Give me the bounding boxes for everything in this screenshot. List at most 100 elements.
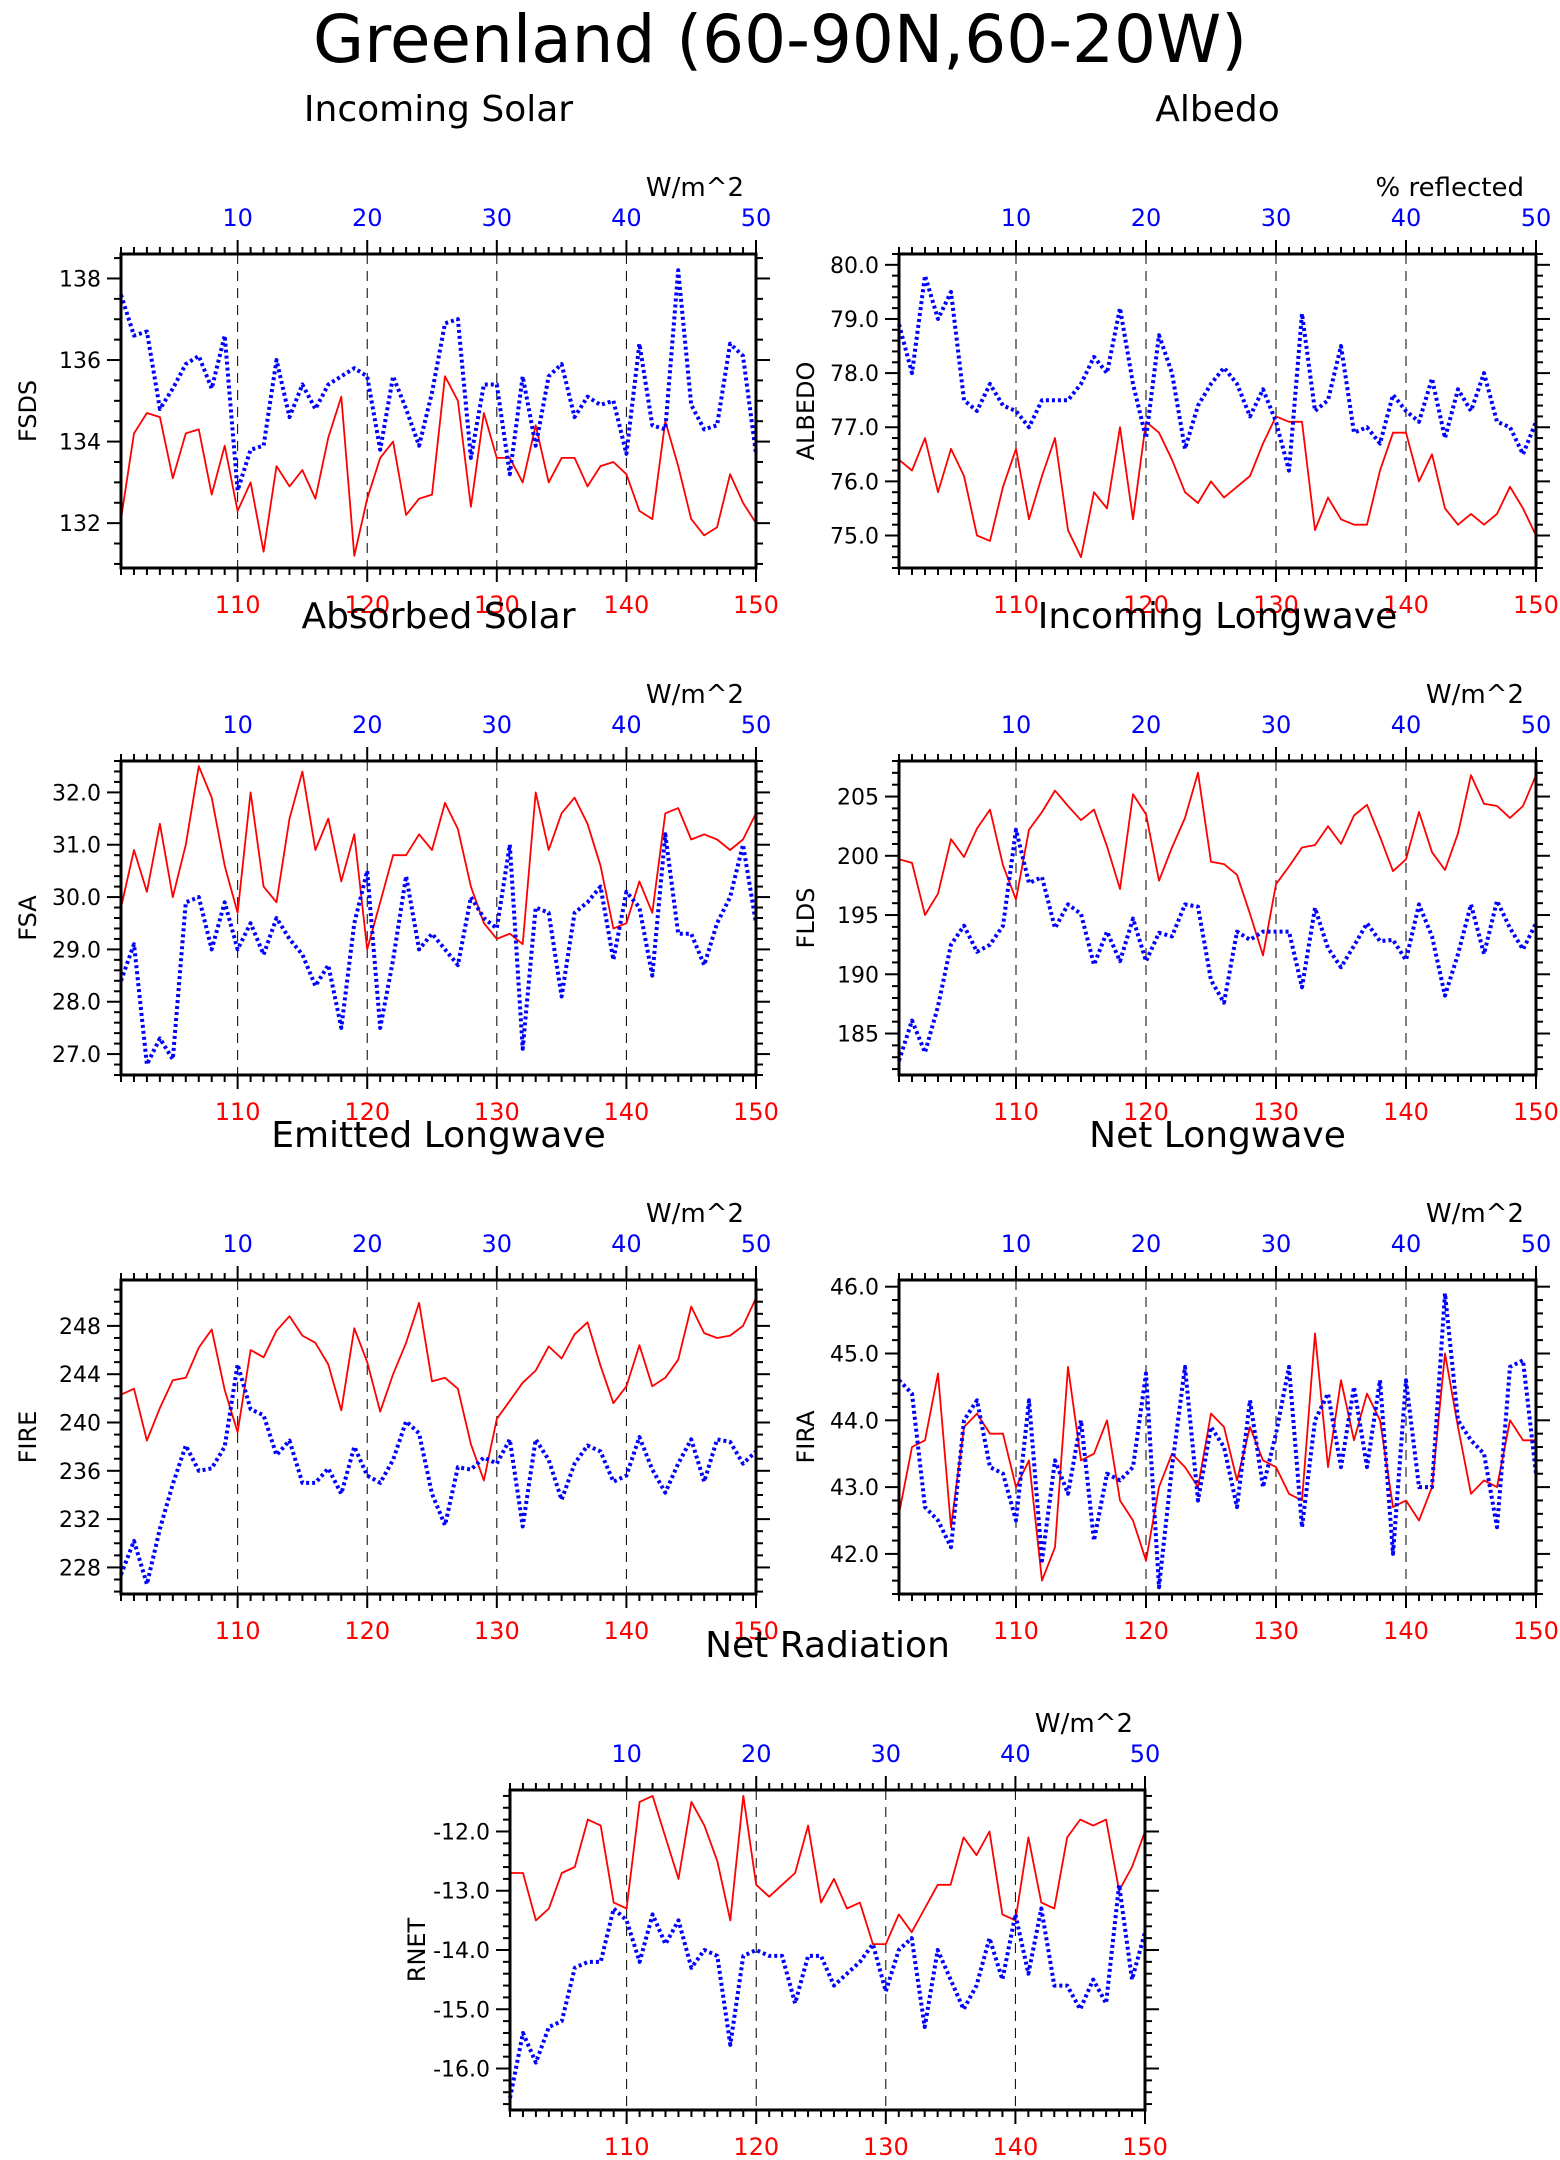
x-tick-label-bottom: 150 [733,1617,779,1645]
x-tick-label-top: 50 [741,204,772,232]
y-tick-label: 78.0 [830,362,879,387]
y-tick-label: 195 [837,904,879,929]
x-tick-label-top: 30 [482,711,513,739]
chart-panel-1: Incoming Solar W/m^2 FSDS 110 120 130 140 150 10… [14,89,779,619]
y-tick-label: 240 [59,1412,101,1437]
series-line-blue [119,832,758,1067]
x-tick-label-bottom: 120 [344,1617,390,1645]
x-tick-label-bottom: 140 [1383,591,1429,619]
x-tick-label-top: 10 [222,1230,253,1258]
x-tick-label-bottom: 130 [474,1617,520,1645]
y-axis-label: FSA [14,895,42,941]
x-tick-label-bottom: 140 [604,1617,650,1645]
y-tick-label: 45.0 [830,1342,879,1367]
x-tick-label-top: 30 [1261,711,1292,739]
x-tick-label-bottom: 110 [215,1098,261,1126]
y-tick-label: 244 [59,1363,101,1388]
x-tick-label-top: 50 [1521,1230,1552,1258]
series-line-red [898,415,1537,559]
y-tick-label: 232 [59,1508,101,1533]
units-label: W/m^2 [1426,680,1524,710]
y-tick-label: 205 [837,786,879,811]
x-tick-label-top: 30 [482,1230,513,1258]
x-tick-label-bottom: 140 [1383,1098,1429,1126]
x-tick-label-top: 40 [1000,1740,1031,1768]
chart-title: Incoming Longwave [1038,596,1398,637]
y-tick-label: 200 [837,845,879,870]
y-tick-label: 190 [837,963,879,988]
chart-panel-5: Emitted Longwave W/m^2 FIRE 110 120 130 140 150… [14,1115,779,1645]
y-tick-label: 248 [59,1315,101,1340]
units-label: W/m^2 [1035,1709,1133,1739]
chart-title: Emitted Longwave [271,1115,606,1156]
y-axis-label: ALBEDO [792,362,820,461]
series-line-blue [897,273,1538,473]
y-tick-label: 46.0 [830,1276,879,1301]
plot-frame [119,1278,758,1596]
x-tick-label-top: 50 [1521,711,1552,739]
plot-frame [119,252,758,570]
x-tick-label-top: 20 [352,1230,383,1258]
x-tick-label-top: 40 [611,1230,642,1258]
x-tick-label-top: 20 [1131,711,1162,739]
x-tick-label-top: 40 [1391,1230,1422,1258]
y-tick-label: 134 [59,431,101,456]
y-tick-label: 42.0 [830,1543,879,1568]
y-tick-label: 80.0 [830,254,879,279]
x-tick-label-top: 50 [1521,204,1552,232]
x-tick-label-bottom: 110 [993,1098,1039,1126]
series-line-blue [119,1362,758,1587]
chart-title: Incoming Solar [304,89,573,130]
units-label: % reflected [1376,173,1524,203]
x-tick-label-top: 10 [1001,1230,1032,1258]
chart-panel-7: Net Radiation W/m^2 RNET 110 120 130 140 150 10 2… [403,1625,1168,2160]
series-line-blue [897,827,1538,1062]
y-tick-label: 29.0 [52,938,101,963]
x-tick-label-top: 10 [1001,711,1032,739]
series-line-blue [508,1882,1147,2099]
chart-panel-3: Absorbed Solar W/m^2 FSA 110 120 130 140 150 10 2… [14,596,779,1126]
x-tick-label-top: 40 [611,711,642,739]
series-line-red [898,771,1537,957]
x-tick-label-top: 20 [1131,204,1162,232]
x-tick-label-bottom: 120 [733,2133,779,2160]
x-tick-label-bottom: 120 [344,1098,390,1126]
x-tick-label-bottom: 150 [1122,2133,1168,2160]
x-tick-label-bottom: 110 [993,591,1039,619]
y-tick-label: -16.0 [433,2058,490,2083]
x-tick-label-bottom: 140 [604,1098,650,1126]
units-label: W/m^2 [1426,1199,1524,1229]
y-axis-label: FIRA [792,1410,820,1464]
x-tick-label-bottom: 150 [1513,1098,1559,1126]
x-tick-label-bottom: 130 [1253,1098,1299,1126]
series-line-red [120,1297,757,1482]
y-axis-label: FSDS [14,380,42,442]
x-tick-label-bottom: 120 [1123,1098,1169,1126]
x-tick-label-top: 30 [871,1740,902,1768]
units-label: W/m^2 [646,173,744,203]
x-tick-label-top: 40 [611,204,642,232]
series-line-red [510,1795,1146,1945]
y-axis-label: FLDS [792,888,820,949]
y-tick-label: 228 [59,1556,101,1581]
x-tick-label-top: 20 [1131,1230,1162,1258]
y-tick-label: -14.0 [433,1939,490,1964]
y-axis-label: RNET [403,1917,431,1982]
y-tick-label: 185 [837,1023,879,1048]
x-tick-label-bottom: 120 [1123,591,1169,619]
x-tick-label-bottom: 150 [1513,1617,1559,1645]
x-tick-label-top: 30 [482,204,513,232]
x-tick-label-top: 50 [741,1230,772,1258]
series-line-red [898,1332,1536,1582]
x-tick-label-top: 40 [1391,711,1422,739]
y-tick-label: 44.0 [830,1409,879,1434]
chart-panel-4: Incoming Longwave W/m^2 FLDS 110 120 130 140 15… [792,596,1559,1126]
x-tick-label-bottom: 150 [1513,591,1559,619]
y-tick-label: 77.0 [830,416,879,441]
plot-frame [897,1278,1538,1596]
x-tick-label-top: 50 [741,711,772,739]
series-line-blue [897,1291,1538,1590]
x-tick-label-top: 20 [741,1740,772,1768]
y-tick-label: 138 [59,267,101,292]
